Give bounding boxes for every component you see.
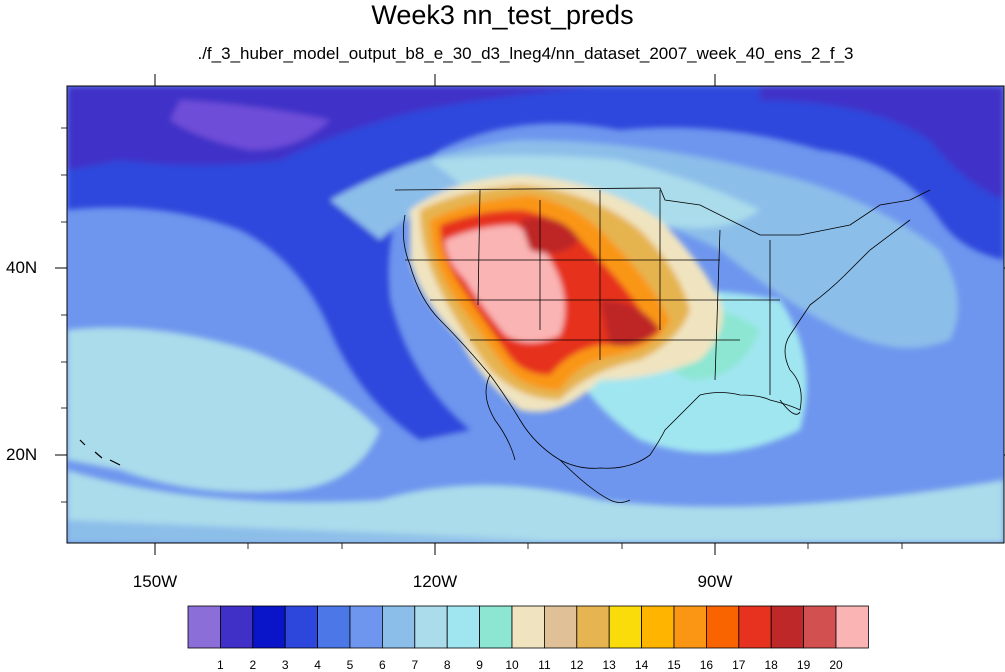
lon-label-90w: 90W <box>697 572 733 591</box>
colorbar-label: 2 <box>249 658 257 672</box>
map-frame <box>66 85 1005 544</box>
colorbar-swatch <box>187 605 221 649</box>
colorbar-label: 13 <box>602 658 616 672</box>
lat-label-40n: 40N <box>6 258 38 277</box>
colorbar-label: 6 <box>379 658 386 672</box>
colorbar-label: 18 <box>764 658 778 672</box>
colorbar-swatch <box>803 605 837 649</box>
colorbar-swatch <box>706 605 740 649</box>
colorbar-label: 5 <box>346 658 354 672</box>
colorbar-swatch <box>349 605 383 649</box>
map-title: Week3 nn_test_preds <box>371 0 634 30</box>
map-field <box>67 86 1004 543</box>
colorbar-label: 8 <box>443 658 451 672</box>
north-band <box>67 86 1004 440</box>
northeast-purple <box>760 86 1004 200</box>
midlat-band <box>330 140 958 348</box>
colorbar-swatch <box>673 605 707 649</box>
map-subtitle: ./f_3_huber_model_output_b8_e_30_d3_lneg… <box>197 44 854 63</box>
colorbar-swatch <box>738 605 772 649</box>
coastlines <box>79 187 931 503</box>
colorbar-label: 7 <box>411 658 419 672</box>
warm-pink-core <box>445 225 565 343</box>
colorbar-swatch <box>576 605 610 649</box>
colorbar-label: 9 <box>476 658 483 672</box>
colorbar-swatch <box>284 605 319 649</box>
colorbar-swatch <box>511 605 545 649</box>
colorbar-swatch <box>770 605 805 649</box>
colorbar-swatch <box>835 605 869 649</box>
axis-ticks <box>55 74 1005 555</box>
lon-label-150w: 150W <box>132 572 178 591</box>
colorbar-label: 12 <box>570 658 584 672</box>
subtropical-band <box>67 327 380 493</box>
colorbar-swatch <box>381 605 416 649</box>
colorbar-label: 15 <box>667 658 681 672</box>
colorbar-label: 17 <box>732 658 746 672</box>
colorbar-swatch <box>479 605 513 649</box>
tropical-band <box>67 470 1004 543</box>
colorbar-swatch <box>252 605 286 649</box>
colorbar-label: 20 <box>829 658 843 672</box>
colorbar-label: 16 <box>699 658 714 672</box>
colorbar-label: 1 <box>217 658 224 672</box>
colorbar-label: 3 <box>281 658 289 672</box>
colorbar-swatch <box>608 605 643 649</box>
lon-label-120w: 120W <box>412 572 458 591</box>
colorbar-swatch <box>317 605 351 649</box>
gulf-alaska-purple <box>170 100 330 150</box>
colorbar-label: 4 <box>314 658 321 672</box>
colorbar-label: 10 <box>505 658 519 672</box>
colorbar-label: 11 <box>538 658 551 672</box>
colorbar-swatch <box>219 605 254 649</box>
colorbar-label: 19 <box>796 658 811 672</box>
colorbar-swatch <box>414 605 448 649</box>
colorbar-swatch <box>641 605 675 649</box>
colorbar <box>187 605 869 649</box>
colorbar-label: 14 <box>634 658 649 672</box>
lat-label-20n: 20N <box>6 445 38 464</box>
colorbar-swatch <box>544 605 578 649</box>
colorbar-swatch <box>446 605 481 649</box>
